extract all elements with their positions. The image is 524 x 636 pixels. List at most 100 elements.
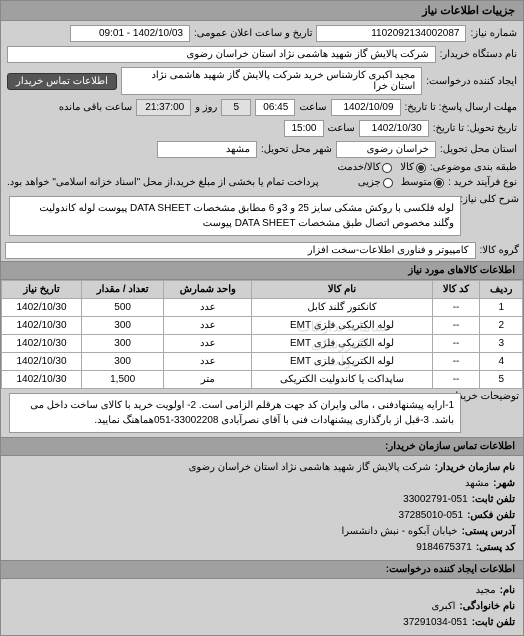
goods-group-value: کامپیوتر و فناوری اطلاعات-سخت افزار	[5, 242, 476, 259]
table-cell: 1402/10/30	[2, 335, 82, 353]
buyer-org-label: نام دستگاه خریدار:	[440, 49, 517, 60]
window-title: جزییات اطلاعات نیاز	[1, 1, 523, 21]
deadline-time: 06:45	[255, 99, 295, 116]
table-cell: 300	[82, 317, 164, 335]
table-body: 1--کانکتور گلند کابلعدد5001402/10/302--ل…	[2, 299, 523, 389]
org-label: نام سازمان خریدار:	[435, 460, 515, 476]
tel-value: 33002791-051	[403, 492, 468, 508]
goods-type-radio-group: کالا کالا/خدمت	[337, 162, 425, 173]
table-cell: عدد	[164, 317, 252, 335]
table-row: 2--لوله الکتریکی فلزی EMTعدد3001402/10/3…	[2, 317, 523, 335]
table-row: 5--ساپداکت یا کاندولیت الکتریکیمتر1,5001…	[2, 371, 523, 389]
process-type-label: نوع فرآیند خرید :	[448, 177, 517, 188]
table-cell: --	[432, 353, 480, 371]
creator-lname-value: اکبری	[431, 599, 455, 615]
radio-dot-icon	[416, 163, 426, 173]
days-remaining: 5	[221, 99, 251, 116]
table-cell: --	[432, 335, 480, 353]
fax-label: تلفن فکس:	[467, 508, 515, 524]
time-label-1: ساعت	[299, 102, 326, 113]
radio-medium[interactable]: متوسط	[401, 177, 444, 188]
contact-buyer-button[interactable]: اطلاعات تماس خریدار	[7, 73, 117, 90]
table-cell: --	[432, 317, 480, 335]
radio-lowvalue[interactable]: جزیی	[358, 177, 393, 188]
contact-city-label: شهر:	[493, 476, 515, 492]
notes-label: توضیحات خریدار:	[469, 391, 519, 402]
table-cell: لوله الکتریکی فلزی EMT	[252, 317, 432, 335]
creator-value: مجید اکبری کارشناس خرید شرکت پالایش گاز …	[121, 67, 422, 95]
table-cell: عدد	[164, 299, 252, 317]
time-label-2: ساعت	[328, 123, 355, 134]
table-title: اطلاعات کالاهای مورد نیاز	[1, 261, 523, 280]
payment-note: پرداخت تمام یا بخشی از مبلغ خرید،از محل …	[7, 177, 319, 188]
col-code: کد کالا	[432, 281, 480, 299]
creator-section-title: اطلاعات ایجاد کننده درخواست:	[1, 560, 523, 579]
table-cell: --	[432, 299, 480, 317]
creator-name-label: نام:	[500, 583, 515, 599]
org-value: شرکت پالایش گاز شهید هاشمی نژاد استان خر…	[189, 460, 431, 476]
pickup-date: 1402/10/30	[359, 120, 429, 137]
desc-text: لوله فلکسی با روکش مشکی سایز 25 و 3و 6 م…	[9, 196, 461, 236]
addr-value: خیابان آبکوه - نبش دانشسرا	[342, 524, 458, 540]
table-cell: 500	[82, 299, 164, 317]
radio-credit[interactable]: کالا/خدمت	[337, 162, 392, 173]
contact-city-value: مشهد	[465, 476, 489, 492]
pickup-label: تاریخ تحویل: تا تاریخ:	[433, 123, 517, 134]
table-cell: 300	[82, 335, 164, 353]
details-window: جزییات اطلاعات نیاز شماره نیاز: 11020921…	[0, 0, 524, 636]
tel-label: تلفن ثابت:	[472, 492, 515, 508]
radio-goods[interactable]: کالا	[400, 162, 426, 173]
addr-label: آدرس پستی:	[462, 524, 515, 540]
process-type-radio-group: متوسط جزیی	[358, 177, 444, 188]
col-row: ردیف	[480, 281, 523, 299]
table-cell: 3	[480, 335, 523, 353]
city-label: شهر محل تحویل:	[261, 144, 332, 155]
table-row: 3--لوله الکتریکی فلزی EMTسامانه تدارکات …	[2, 335, 523, 353]
col-name: نام کالا	[252, 281, 432, 299]
time-remaining: 21:37:00	[136, 99, 191, 116]
table-row: 1--کانکتور گلند کابلعدد5001402/10/30	[2, 299, 523, 317]
table-cell: 2	[480, 317, 523, 335]
items-table: ردیف کد کالا نام کالا واحد شمارش تعداد /…	[1, 280, 523, 389]
req-num-value: 1102092134002087	[316, 25, 466, 42]
table-cell: 5	[480, 371, 523, 389]
table-cell: عدد	[164, 353, 252, 371]
deadline-label: مهلت ارسال پاسخ: تا تاریخ:	[405, 102, 517, 113]
post-label: کد پستی:	[476, 540, 515, 556]
province-label: استان محل تحویل:	[440, 144, 517, 155]
deadline-date: 1402/10/09	[331, 99, 401, 116]
announce-label: تاریخ و ساعت اعلان عمومی:	[194, 28, 313, 39]
table-cell: 1402/10/30	[2, 353, 82, 371]
province-value: خراسان رضوی	[336, 141, 436, 158]
contact-section-title: اطلاعات تماس سازمان خریدار:	[1, 437, 523, 456]
creator-name-value: مجید	[476, 583, 496, 599]
days-label: روز و	[195, 102, 217, 113]
table-row: 4--لوله الکتریکی فلزی EMTعدد3001402/10/3…	[2, 353, 523, 371]
creator-info-block: نام:مجید نام خانوادگی:اکبری تلفن ثابت:37…	[1, 579, 523, 635]
desc-label: شرح کلی نیاز:	[469, 194, 519, 205]
group-label: طبقه بندی موضوعی:	[430, 162, 517, 173]
pickup-time: 15:00	[284, 120, 324, 137]
radio-dot-icon	[383, 178, 393, 188]
col-unit: واحد شمارش	[164, 281, 252, 299]
table-cell: متر	[164, 371, 252, 389]
city-value: مشهد	[157, 141, 257, 158]
col-date: تاریخ نیاز	[2, 281, 82, 299]
header-section: شماره نیاز: 1102092134002087 تاریخ و ساع…	[1, 21, 523, 192]
announce-value: 1402/10/03 - 09:01	[70, 25, 190, 42]
remain-label: ساعت باقی مانده	[59, 102, 132, 113]
table-cell: 1402/10/30	[2, 317, 82, 335]
creator-label: ایجاد کننده درخواست:	[426, 76, 517, 87]
buyer-org-value: شرکت پالایش گاز شهید هاشمی نژاد استان خر…	[7, 46, 436, 63]
fax-value: 37285010-051	[399, 508, 464, 524]
table-cell: لوله الکتریکی فلزی EMTسامانه تدارکات الک…	[252, 335, 432, 353]
post-value: 9184675371	[416, 540, 472, 556]
table-cell: عدد	[164, 335, 252, 353]
creator-tel-label: تلفن ثابت:	[472, 615, 515, 631]
creator-tel-value: 37291034-051	[403, 615, 468, 631]
notes-text: 1-ارایه پیشنهادفنی ، مالی وایران کد جهت …	[9, 393, 461, 433]
table-cell: کانکتور گلند کابل	[252, 299, 432, 317]
col-qty: تعداد / مقدار	[82, 281, 164, 299]
table-cell: 1402/10/30	[2, 299, 82, 317]
table-cell: لوله الکتریکی فلزی EMT	[252, 353, 432, 371]
